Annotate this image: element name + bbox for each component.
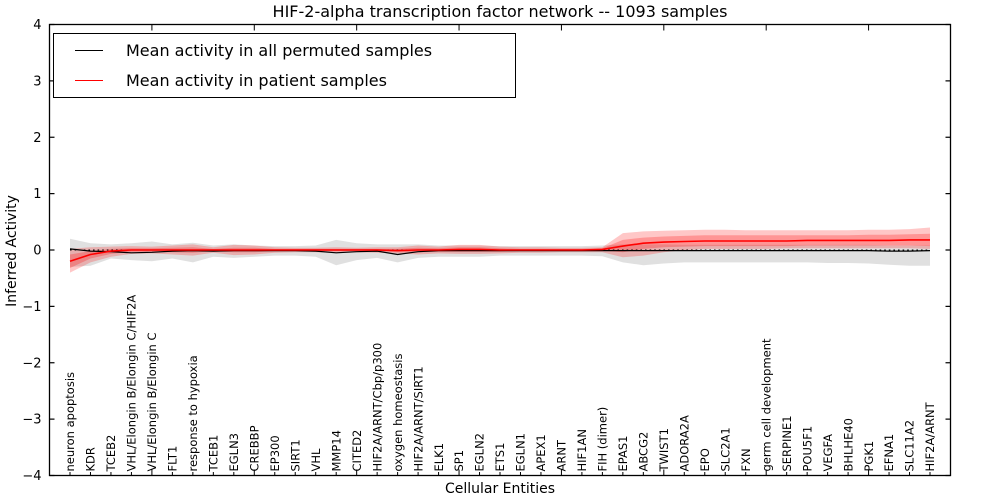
patient-mean-line [69, 239, 930, 263]
x-tick-label: FIH (dimer) [596, 407, 610, 472]
x-tick-label: POU5F1 [800, 426, 814, 472]
legend-entry-permuted: Mean activity in all permuted samples [54, 36, 515, 64]
y-tick-label: 1 [33, 187, 41, 202]
x-tick-label: ETS1 [493, 443, 507, 472]
permuted-line-swatch [75, 49, 103, 51]
x-tick-label: HIF1AN [575, 429, 589, 471]
x-tick-label: CITED2 [350, 430, 364, 472]
x-tick-label: SP1 [452, 450, 466, 472]
x-tick-label: APEX1 [534, 434, 548, 471]
x-tick-label: EFNA1 [882, 434, 896, 472]
x-tick-label: SLC2A1 [718, 427, 732, 471]
x-tick-label: SERPINE1 [780, 415, 794, 471]
x-tick-label: TCEB1 [207, 435, 221, 473]
y-tick-label: 3 [33, 74, 41, 89]
chart-title: HIF-2-alpha transcription factor network… [272, 2, 728, 21]
legend-entry-patient: Mean activity in patient samples [54, 67, 515, 95]
y-tick-label: 2 [33, 131, 41, 146]
x-tick-label: HIF2A/ARNT/SIRT1 [411, 366, 425, 471]
x-tick-label: VHL/Elongin B/Elongin C/HIF2A [125, 295, 139, 472]
x-tick-label: HIF2A/ARNT [923, 401, 937, 471]
y-tick-label: 0 [33, 244, 41, 259]
x-tick-label: ELK1 [432, 443, 446, 472]
x-tick-label: MMP14 [329, 430, 343, 471]
y-axis-label: Inferred Activity [4, 195, 20, 307]
x-tick-label: HIF2A/ARNT/Cbp/p300 [370, 343, 384, 472]
x-tick-label: neuron apoptosis [63, 372, 77, 472]
x-tick-label: EP300 [268, 435, 282, 471]
x-tick-label: VHL [309, 448, 323, 472]
x-tick-label: germ cell development [759, 338, 773, 472]
y-tick-label: 4 [33, 18, 41, 33]
x-tick-label: EGLN3 [227, 433, 241, 472]
y-tick-label: −2 [22, 356, 41, 371]
x-tick-label: ADORA2A [677, 415, 691, 471]
x-tick-label: EPAS1 [616, 436, 630, 472]
x-tick-label: KDR [84, 447, 98, 471]
x-tick-label: TCEB2 [104, 435, 118, 473]
x-tick-label: VHL/Elongin B/Elongin C [145, 332, 159, 471]
legend-label: Mean activity in all permuted samples [126, 40, 433, 60]
x-tick-label: ARNT [555, 439, 569, 471]
x-tick-label: response to hypoxia [186, 355, 200, 471]
x-tick-label: SIRT1 [288, 439, 302, 471]
legend-label: Mean activity in patient samples [126, 71, 387, 91]
y-tick-label: −4 [22, 469, 41, 484]
x-tick-label: TWIST1 [657, 428, 671, 472]
x-tick-label: CREBBP [247, 425, 261, 471]
x-tick-label: SLC11A2 [903, 420, 917, 472]
x-tick-label: VEGFA [821, 434, 835, 472]
x-tick-label: EPO [698, 448, 712, 471]
x-tick-label: oxygen homeostasis [391, 354, 405, 472]
y-tick-label: −3 [22, 413, 41, 428]
x-tick-label: ABCG2 [637, 432, 651, 472]
permuted-sample-range-band [70, 238, 930, 267]
x-tick-label: FLT1 [166, 446, 180, 472]
x-tick-label: BHLHE40 [841, 418, 855, 472]
x-tick-label: EGLN1 [514, 433, 528, 472]
x-tick-label: FXN [739, 448, 753, 471]
legend: Mean activity in all permuted samples Me… [53, 33, 516, 98]
x-tick-label: PGK1 [862, 441, 876, 472]
x-tick-label: EGLN2 [473, 433, 487, 472]
x-axis-label: Cellular Entities [444, 481, 556, 497]
patient-line-swatch [75, 80, 103, 82]
y-tick-label: −1 [22, 300, 41, 315]
